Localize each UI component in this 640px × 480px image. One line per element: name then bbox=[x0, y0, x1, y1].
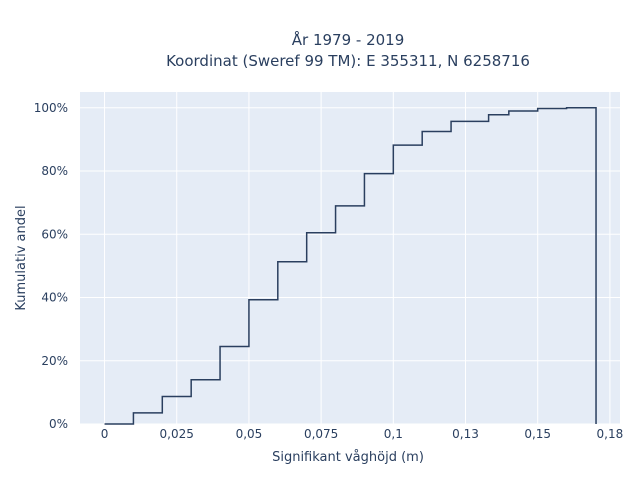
y-tick-label: 60% bbox=[41, 227, 68, 241]
y-tick-label: 40% bbox=[41, 291, 68, 305]
y-gridlines bbox=[80, 107, 620, 425]
x-tick-label: 0,05 bbox=[236, 427, 263, 441]
x-axis-label: Signifikant våghöjd (m) bbox=[272, 450, 424, 465]
x-tick-labels: 0 0,025 0,05 0,075 0,1 0,13 0,15 0,18 bbox=[101, 427, 624, 441]
x-tick-label: 0 bbox=[101, 427, 109, 441]
x-tick-label: 0,075 bbox=[304, 427, 338, 441]
x-tick-label: 0,18 bbox=[597, 427, 624, 441]
x-tick-label: 0,13 bbox=[452, 427, 479, 441]
y-tick-label: 20% bbox=[41, 354, 68, 368]
chart-title-line1: År 1979 - 2019 bbox=[292, 30, 405, 49]
plot-background bbox=[80, 92, 620, 424]
y-tick-labels: 0% 20% 40% 60% 80% 100% bbox=[34, 101, 68, 431]
y-tick-label: 0% bbox=[49, 417, 68, 431]
y-tick-label: 80% bbox=[41, 164, 68, 178]
x-tick-label: 0,025 bbox=[160, 427, 194, 441]
x-tick-label: 0,1 bbox=[384, 427, 403, 441]
y-tick-label: 100% bbox=[34, 101, 68, 115]
ecdf-step-line bbox=[104, 107, 597, 425]
y-axis-label: Kumulativ andel bbox=[14, 205, 29, 310]
x-tick-label: 0,15 bbox=[524, 427, 551, 441]
chart-title-line2: Koordinat (Sweref 99 TM): E 355311, N 62… bbox=[166, 52, 530, 70]
